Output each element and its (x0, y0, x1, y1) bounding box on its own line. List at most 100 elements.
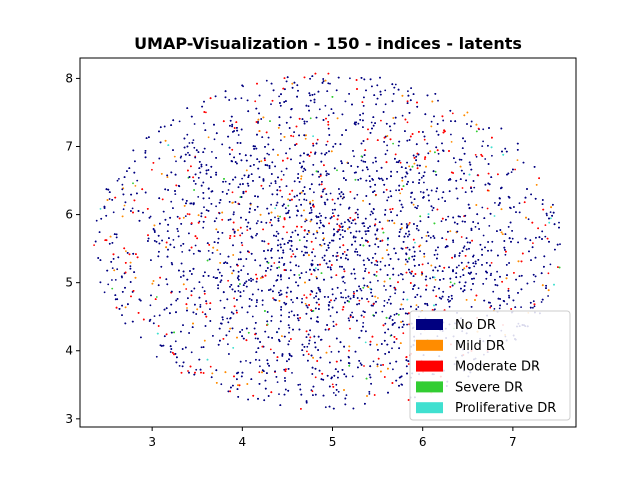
scatter-point (467, 261, 470, 264)
scatter-point (299, 383, 301, 386)
scatter-point (407, 223, 410, 226)
scatter-point (343, 251, 346, 253)
scatter-point (501, 233, 504, 236)
scatter-point (205, 302, 208, 305)
scatter-point (526, 282, 529, 285)
scatter-point (417, 306, 420, 308)
scatter-point (130, 210, 132, 212)
scatter-point (422, 175, 425, 177)
scatter-point (285, 167, 288, 170)
scatter-point (421, 272, 424, 275)
scatter-point (103, 291, 106, 294)
scatter-point (209, 365, 212, 368)
scatter-point (407, 399, 410, 401)
scatter-point (354, 236, 357, 239)
scatter-point (348, 226, 351, 229)
scatter-point (380, 119, 382, 122)
scatter-point (230, 284, 233, 286)
scatter-point (229, 285, 231, 288)
scatter-point (314, 237, 317, 240)
scatter-point (136, 192, 138, 195)
scatter-point (228, 99, 231, 101)
scatter-point (292, 301, 294, 304)
scatter-point (292, 135, 295, 138)
scatter-point (358, 336, 360, 339)
scatter-point (297, 177, 299, 179)
scatter-point (218, 271, 221, 274)
scatter-point (218, 212, 221, 215)
scatter-point (303, 76, 306, 79)
scatter-point (396, 214, 398, 217)
scatter-point (372, 257, 374, 259)
scatter-point (416, 225, 419, 227)
scatter-point (124, 271, 127, 274)
scatter-point (383, 305, 386, 307)
scatter-point (237, 270, 240, 273)
chart-title: UMAP-Visualization - 150 - indices - lat… (134, 34, 522, 53)
scatter-point (304, 218, 307, 221)
scatter-point (274, 216, 276, 219)
scatter-point (362, 310, 365, 313)
scatter-point (437, 99, 439, 102)
scatter-point (410, 87, 412, 89)
scatter-point (549, 211, 552, 214)
scatter-point (356, 208, 359, 211)
scatter-point (475, 130, 478, 133)
scatter-point (428, 199, 430, 202)
scatter-point (176, 228, 179, 230)
scatter-point (491, 240, 494, 243)
scatter-point (374, 252, 377, 255)
scatter-point (270, 203, 272, 206)
scatter-point (455, 179, 458, 182)
scatter-point (400, 383, 403, 386)
scatter-point (460, 158, 463, 161)
scatter-point (487, 241, 489, 243)
scatter-point (502, 300, 505, 302)
scatter-point (375, 103, 377, 106)
scatter-point (354, 222, 357, 225)
scatter-point (534, 256, 537, 259)
scatter-point (269, 268, 272, 271)
scatter-point (452, 172, 454, 174)
scatter-point (300, 408, 302, 410)
scatter-point (425, 275, 428, 278)
scatter-point (296, 84, 299, 87)
scatter-point (470, 306, 473, 308)
scatter-point (435, 190, 438, 193)
scatter-point (423, 171, 426, 174)
scatter-point (242, 183, 244, 185)
scatter-point (312, 394, 314, 396)
scatter-point (491, 136, 493, 139)
scatter-point (441, 270, 444, 272)
scatter-point (327, 304, 330, 306)
scatter-point (394, 153, 397, 156)
scatter-point (190, 165, 192, 168)
scatter-point (275, 376, 278, 378)
scatter-point (459, 215, 461, 218)
scatter-point (288, 340, 291, 343)
scatter-point (205, 209, 208, 212)
scatter-point (228, 353, 230, 355)
scatter-point (204, 216, 207, 219)
scatter-point (293, 180, 296, 183)
scatter-point (270, 248, 273, 250)
scatter-point (258, 176, 261, 179)
scatter-point (387, 328, 390, 331)
scatter-point (222, 120, 225, 123)
scatter-point (280, 314, 283, 317)
scatter-point (337, 350, 340, 353)
scatter-point (163, 125, 166, 128)
scatter-point (180, 276, 182, 278)
scatter-point (258, 383, 261, 385)
scatter-point (263, 250, 265, 252)
scatter-point (522, 161, 525, 164)
scatter-point (430, 120, 433, 123)
scatter-point (374, 218, 377, 221)
scatter-point (309, 336, 312, 339)
scatter-point (127, 303, 129, 306)
scatter-point (355, 248, 357, 251)
scatter-point (247, 184, 250, 187)
scatter-point (303, 198, 306, 201)
scatter-point (384, 209, 387, 211)
scatter-point (420, 176, 423, 179)
